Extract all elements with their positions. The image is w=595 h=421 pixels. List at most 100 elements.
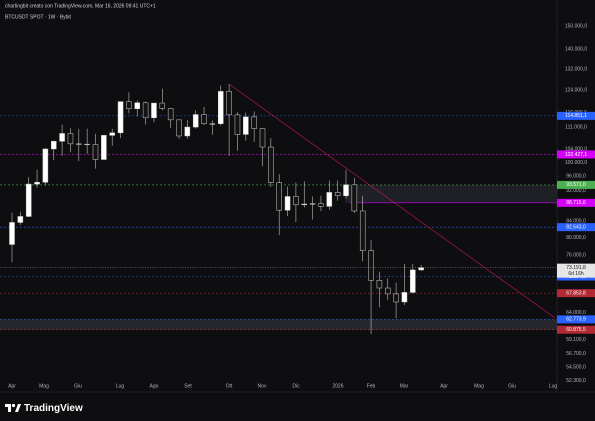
x-tick-label: Nov [258, 383, 267, 389]
candle-body [393, 293, 399, 303]
candle-body [34, 182, 40, 185]
tradingview-logo: TradingView [5, 403, 83, 414]
x-tick-label: Apr [440, 383, 448, 389]
candle-body [167, 108, 174, 121]
x-tick-label: Feb [367, 383, 376, 389]
candle-body [67, 133, 74, 145]
candle-body [309, 203, 316, 205]
candle-body [176, 119, 182, 137]
support-zone [0, 319, 557, 330]
candle-body [84, 143, 90, 146]
y-tick-label: 64.000,0 [566, 310, 586, 316]
x-tick-label: Lug [116, 383, 125, 389]
candle-body [334, 192, 341, 197]
y-tick-label: 54.500,0 [566, 364, 586, 370]
x-tick-label: Mag [39, 383, 49, 389]
candle-body [251, 116, 257, 129]
x-tick-label: Apr [8, 383, 16, 389]
level-label: 102.427,1 [565, 152, 587, 158]
y-tick-label: 56.700,0 [566, 351, 586, 357]
y-tick-label: 59.100,0 [566, 337, 586, 343]
y-tick-label: 100.000,0 [565, 160, 587, 166]
y-tick-label: 76.000,0 [566, 252, 586, 258]
candle-body [276, 182, 282, 211]
last-price-box [557, 263, 595, 278]
level-label-box [557, 198, 595, 207]
candle-body [109, 132, 115, 136]
level-label-box [557, 325, 595, 334]
candle-body [410, 269, 416, 293]
y-tick-label: 132.000,0 [565, 66, 587, 72]
y-tick-label: 80.000,0 [566, 235, 586, 241]
level-label: 60.875,5 [566, 327, 586, 333]
candle-body [142, 102, 149, 119]
level-label-box [557, 180, 595, 189]
candle-body [117, 101, 124, 134]
candle-body [59, 133, 65, 142]
candle-body [401, 292, 408, 303]
x-tick-label: Giu [74, 383, 82, 389]
level-label-box [557, 150, 595, 159]
y-tick-label: 96.000,0 [566, 174, 586, 180]
y-tick-label: 140.000,0 [565, 46, 587, 52]
candle-body [351, 184, 358, 212]
level-label: 88.715,6 [566, 200, 586, 206]
attribution: chartingbit creato con TradingView.com, … [5, 3, 156, 9]
candle-body [192, 114, 199, 128]
level-label-box [557, 289, 595, 298]
candle-body [76, 143, 82, 145]
y-tick-label: 84.000,0 [566, 219, 586, 225]
x-tick-label: Lug [549, 383, 558, 389]
level-label: 62.773,9 [566, 317, 586, 323]
x-tick-label: Dic [292, 383, 300, 389]
x-tick-label: Ago [150, 383, 159, 389]
candle-body [293, 196, 299, 206]
candle-body [42, 148, 49, 183]
x-tick-label: Set [184, 383, 192, 389]
candle-body [17, 216, 24, 223]
level-label: 93.571,0 [566, 182, 586, 188]
candle-body [343, 184, 349, 197]
candle-body [51, 141, 57, 150]
resistance-zone [345, 184, 557, 203]
candle-body [9, 222, 15, 245]
y-tick-label: 150.000,0 [565, 23, 587, 29]
logo-text: TradingView [24, 403, 83, 414]
candle-body [201, 114, 207, 124]
candle-body [126, 101, 132, 110]
y-tick-label: 124.000,0 [565, 87, 587, 93]
candle-body [151, 102, 157, 119]
candle-body [284, 196, 291, 211]
symbol: BTCUSDT SPOT · 1W · Bybit [5, 14, 72, 20]
candle-body [376, 280, 383, 289]
logo-stem [8, 404, 11, 412]
candle-body [226, 91, 232, 116]
x-tick-label: Ott [226, 383, 233, 389]
countdown-label: 6d 16h [568, 271, 584, 277]
candle-body [301, 203, 307, 206]
candle-body [234, 114, 241, 135]
y-tick-label: 92.000,0 [566, 188, 586, 194]
x-tick-label: Mar [400, 383, 409, 389]
level-label: 114.851,1 [565, 113, 587, 119]
y-tick-label: 104.000,0 [565, 147, 587, 153]
x-tick-label: Mag [474, 383, 484, 389]
candle-body [209, 123, 216, 125]
logo-dot [11, 403, 16, 408]
level-label: 67.853,8 [566, 290, 586, 296]
candle-body [326, 192, 333, 207]
candle-body [134, 102, 140, 110]
x-tick-label: Giu [508, 383, 516, 389]
level-label-box [557, 223, 595, 232]
candle-body [368, 250, 374, 281]
trend-line [228, 83, 556, 319]
candle-body [385, 287, 391, 295]
candle-body [92, 144, 99, 160]
level-label: 82.543,0 [566, 224, 586, 230]
y-tick-label: 52.300,0 [566, 378, 586, 384]
logo-slash [15, 404, 21, 412]
candle-body [25, 183, 32, 217]
last-price-label: 73.191,8 [566, 265, 586, 271]
candle-body [159, 102, 166, 109]
